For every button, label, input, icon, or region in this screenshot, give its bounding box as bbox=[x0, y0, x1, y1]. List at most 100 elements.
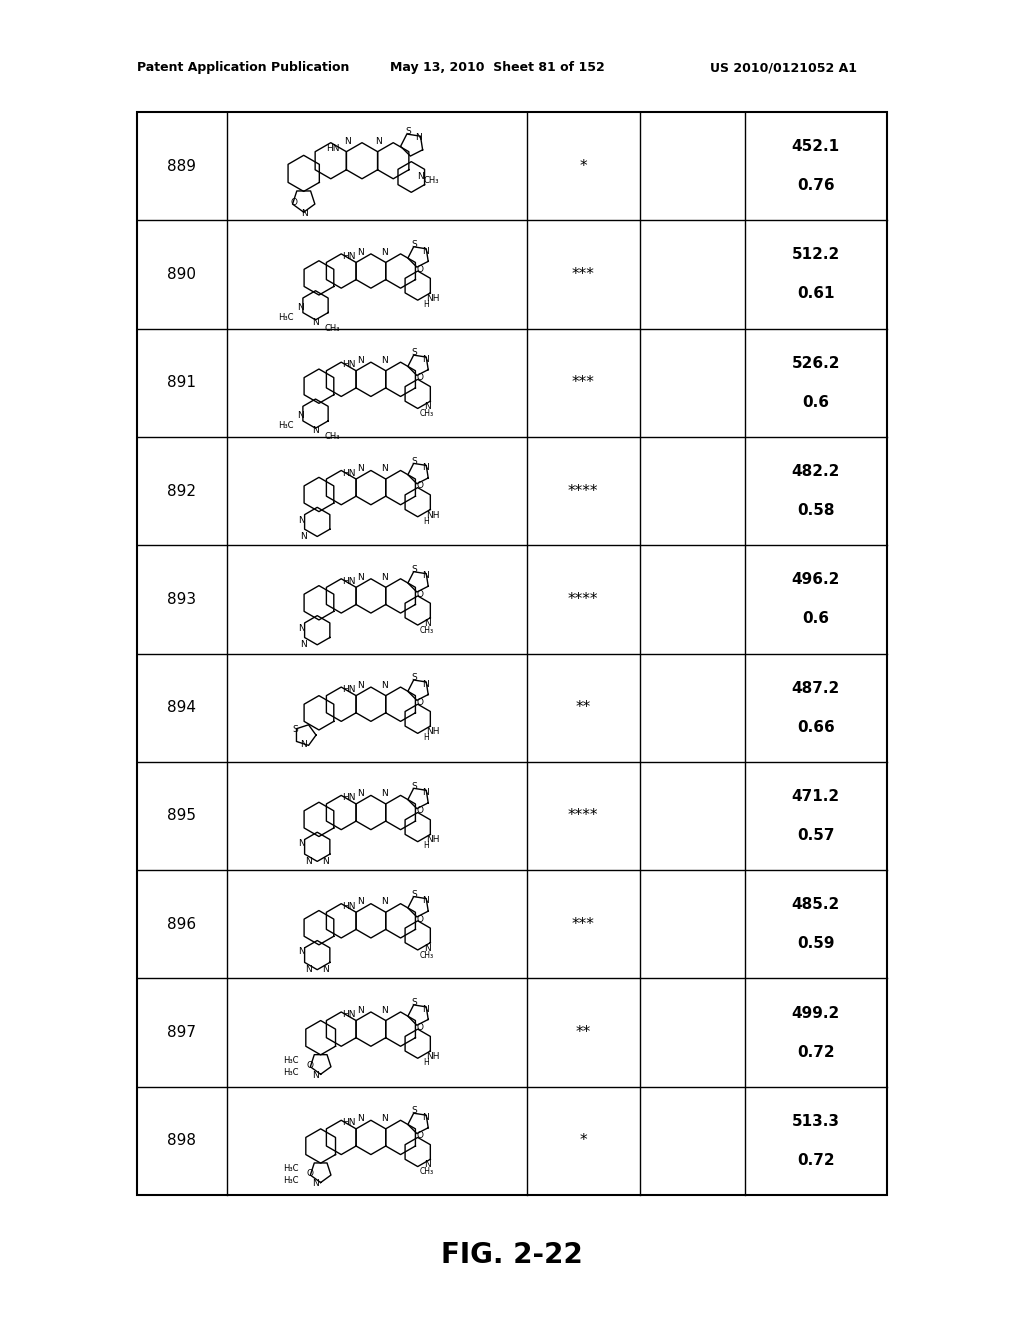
Text: O: O bbox=[417, 698, 424, 708]
Text: HN: HN bbox=[342, 252, 355, 261]
Text: HN: HN bbox=[327, 144, 340, 153]
Text: 892: 892 bbox=[168, 483, 197, 499]
Text: HN: HN bbox=[342, 1010, 355, 1019]
Text: HN: HN bbox=[342, 793, 355, 803]
Text: N: N bbox=[422, 896, 428, 906]
Text: N: N bbox=[300, 532, 307, 541]
Bar bbox=[137, 112, 887, 1195]
Text: 499.2: 499.2 bbox=[792, 1006, 840, 1020]
Text: 0.59: 0.59 bbox=[797, 936, 835, 952]
Text: N: N bbox=[422, 1005, 428, 1014]
Text: N: N bbox=[300, 741, 306, 750]
Text: S: S bbox=[406, 127, 412, 136]
Text: 0.58: 0.58 bbox=[797, 503, 835, 517]
Text: HN: HN bbox=[342, 685, 355, 694]
Text: May 13, 2010  Sheet 81 of 152: May 13, 2010 Sheet 81 of 152 bbox=[390, 62, 605, 74]
Text: NH: NH bbox=[426, 294, 439, 304]
Text: O: O bbox=[417, 265, 424, 273]
Text: HN: HN bbox=[342, 577, 355, 586]
Text: S: S bbox=[412, 1106, 417, 1115]
Text: N: N bbox=[381, 898, 388, 907]
Text: O: O bbox=[417, 807, 424, 816]
Text: S: S bbox=[412, 457, 417, 466]
Text: H₃C: H₃C bbox=[278, 313, 293, 322]
Text: 0.57: 0.57 bbox=[797, 828, 835, 843]
Text: N: N bbox=[297, 302, 303, 312]
Text: N: N bbox=[356, 573, 364, 582]
Text: ****: **** bbox=[568, 808, 598, 824]
Text: 895: 895 bbox=[168, 808, 197, 824]
Text: CH₃: CH₃ bbox=[419, 626, 433, 635]
Text: HN: HN bbox=[342, 469, 355, 478]
Text: N: N bbox=[381, 465, 388, 474]
Text: O: O bbox=[417, 1023, 424, 1032]
Text: N: N bbox=[415, 133, 422, 143]
Text: US 2010/0121052 A1: US 2010/0121052 A1 bbox=[710, 62, 857, 74]
Text: S: S bbox=[293, 725, 298, 734]
Text: NH: NH bbox=[426, 836, 439, 845]
Text: *: * bbox=[580, 158, 587, 174]
Text: NH: NH bbox=[426, 511, 439, 520]
Text: S: S bbox=[412, 348, 417, 358]
Text: 0.72: 0.72 bbox=[797, 1152, 835, 1168]
Text: CH₃: CH₃ bbox=[419, 1167, 433, 1176]
Text: N: N bbox=[300, 640, 307, 649]
Text: 0.61: 0.61 bbox=[797, 286, 835, 301]
Text: ***: *** bbox=[571, 917, 595, 932]
Text: N: N bbox=[422, 355, 428, 364]
Text: 485.2: 485.2 bbox=[792, 898, 840, 912]
Text: N: N bbox=[297, 411, 303, 420]
Text: H: H bbox=[423, 841, 429, 850]
Text: H₃C: H₃C bbox=[283, 1056, 298, 1065]
Text: 893: 893 bbox=[168, 591, 197, 607]
Text: N: N bbox=[312, 318, 318, 327]
Text: ****: **** bbox=[568, 483, 598, 499]
Text: O: O bbox=[291, 198, 298, 207]
Text: 889: 889 bbox=[168, 158, 197, 174]
Text: N: N bbox=[422, 572, 428, 581]
Text: 452.1: 452.1 bbox=[792, 139, 840, 154]
Text: O: O bbox=[306, 1061, 313, 1071]
Text: 487.2: 487.2 bbox=[792, 681, 840, 696]
Text: N: N bbox=[422, 788, 428, 797]
Text: 0.66: 0.66 bbox=[797, 719, 835, 735]
Text: 894: 894 bbox=[168, 700, 197, 715]
Text: S: S bbox=[412, 565, 417, 574]
Text: N: N bbox=[305, 857, 312, 866]
Text: N: N bbox=[381, 681, 388, 690]
Text: NH: NH bbox=[426, 1052, 439, 1061]
Text: N: N bbox=[312, 1179, 318, 1188]
Text: N: N bbox=[312, 1071, 318, 1080]
Text: N: N bbox=[356, 789, 364, 799]
Text: N: N bbox=[381, 1114, 388, 1123]
Text: N: N bbox=[375, 137, 382, 147]
Text: N: N bbox=[422, 463, 428, 473]
Text: 898: 898 bbox=[168, 1134, 197, 1148]
Text: O: O bbox=[417, 915, 424, 924]
Text: S: S bbox=[412, 240, 417, 249]
Text: N: N bbox=[422, 1113, 428, 1122]
Text: CH₃: CH₃ bbox=[423, 176, 439, 185]
Text: HN: HN bbox=[342, 1118, 355, 1127]
Text: H₃C: H₃C bbox=[278, 421, 293, 430]
Text: N: N bbox=[301, 209, 308, 218]
Text: S: S bbox=[412, 890, 417, 899]
Text: N: N bbox=[344, 137, 350, 147]
Text: N: N bbox=[381, 248, 388, 256]
Text: *: * bbox=[580, 1134, 587, 1148]
Text: N: N bbox=[323, 857, 329, 866]
Text: 512.2: 512.2 bbox=[792, 247, 840, 263]
Text: H₃C: H₃C bbox=[283, 1068, 298, 1077]
Text: N: N bbox=[356, 248, 364, 256]
Text: N: N bbox=[425, 944, 431, 953]
Text: 513.3: 513.3 bbox=[792, 1114, 840, 1129]
Text: H: H bbox=[423, 733, 429, 742]
Text: **: ** bbox=[575, 1026, 591, 1040]
Text: N: N bbox=[381, 573, 388, 582]
Text: 526.2: 526.2 bbox=[792, 356, 840, 371]
Text: N: N bbox=[356, 356, 364, 364]
Text: N: N bbox=[312, 426, 318, 436]
Text: N: N bbox=[298, 948, 305, 956]
Text: NH: NH bbox=[426, 727, 439, 737]
Text: N: N bbox=[425, 619, 431, 628]
